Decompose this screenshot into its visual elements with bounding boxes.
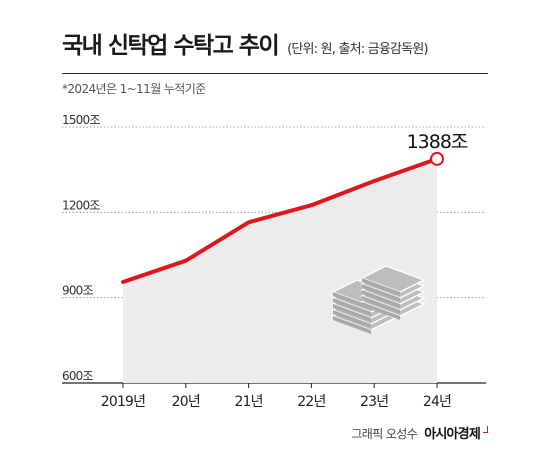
footnote: *2024년은 1~11월 누적기준 [62, 82, 206, 96]
graphic-credit: 그래픽 오성수 [351, 427, 418, 441]
x-tick-label: 20년 [172, 394, 200, 410]
x-tick-label: 24년 [423, 394, 451, 410]
series-line [121, 156, 439, 285]
y-tick-label: 900조 [62, 284, 94, 298]
title-divider [62, 73, 488, 74]
brand-mark-icon [483, 426, 488, 433]
x-tick-label: 2019년 [101, 394, 146, 410]
unit-source-note: (단위: 원, 출처: 금융감독원) [287, 42, 428, 57]
chart-header: 국내 신탁업 수탁고 추이 (단위: 원, 출처: 금융감독원) [62, 26, 429, 60]
y-tick-label: 1500조 [62, 113, 100, 127]
brand-logo: 아시아경제 [424, 427, 481, 442]
data-point-marker [430, 151, 444, 166]
chart-title: 국내 신탁업 수탁고 추이 [62, 33, 280, 59]
data-label: 1388조 [407, 131, 468, 153]
money-stack-icon [331, 265, 426, 334]
x-tick-label: 23년 [360, 394, 388, 410]
y-tick-label: 1200조 [62, 198, 100, 212]
x-tick-label: 22년 [297, 394, 325, 410]
y-tick-label: 600조 [62, 369, 94, 383]
credit-row: 그래픽 오성수 아시아경제 [351, 423, 488, 442]
x-tick-label: 21년 [234, 394, 262, 410]
